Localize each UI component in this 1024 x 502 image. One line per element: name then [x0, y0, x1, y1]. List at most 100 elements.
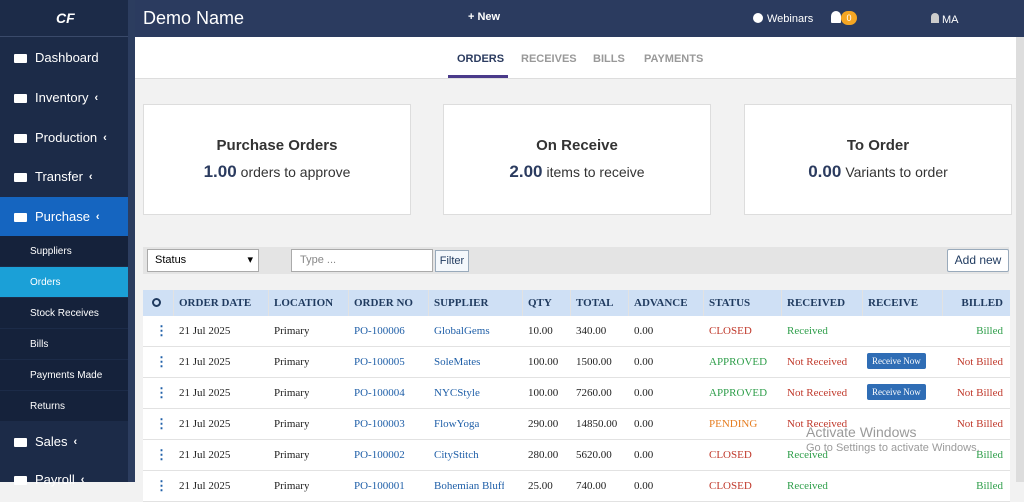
- tab[interactable]: PAYMENTS: [644, 53, 704, 65]
- cell-billed: Not Billed: [956, 418, 1003, 430]
- table-header: [143, 290, 1010, 316]
- cell-received: Not Received: [787, 356, 848, 368]
- menu-icon: [14, 437, 27, 447]
- row-menu[interactable]: ⋮: [155, 354, 168, 369]
- cell-date: 21 Jul 2025: [179, 325, 231, 337]
- cell-advance: 0.00: [634, 418, 654, 430]
- cell-order-no[interactable]: PO-100005: [354, 356, 405, 368]
- webinars-link[interactable]: Webinars: [753, 13, 813, 25]
- menu-item[interactable]: Transfer ‹: [0, 157, 128, 196]
- row-menu[interactable]: ⋮: [155, 447, 168, 462]
- logo: CF: [56, 10, 75, 26]
- receive-now-button[interactable]: Receive Now: [867, 384, 926, 400]
- row-menu[interactable]: ⋮: [155, 323, 168, 338]
- menu-label: Inventory: [35, 90, 89, 105]
- icon-shape: [14, 212, 27, 222]
- cell-date: 21 Jul 2025: [179, 418, 231, 430]
- menu-icon: [14, 53, 27, 63]
- cell-billed: Not Billed: [956, 356, 1003, 368]
- menu-icon: [14, 133, 27, 143]
- cell-total: 7260.00: [576, 387, 612, 399]
- new-button[interactable]: + New: [468, 11, 500, 23]
- cell-supplier[interactable]: GlobalGems: [434, 325, 490, 337]
- active-tab-underline: [448, 75, 508, 78]
- menu-icon: [14, 475, 27, 485]
- cell-location: Primary: [274, 418, 310, 430]
- divider: [0, 36, 128, 37]
- card-metric: 0.00 Variants to order: [745, 162, 1011, 182]
- row-menu[interactable]: ⋮: [155, 416, 168, 431]
- user-menu[interactable]: MA: [931, 13, 959, 26]
- column-header: TOTAL: [576, 297, 614, 309]
- menu-item[interactable]: Dashboard: [0, 38, 128, 77]
- menu-label: Transfer: [35, 169, 83, 184]
- cell-supplier[interactable]: NYCStyle: [434, 387, 480, 399]
- cell-date: 21 Jul 2025: [179, 449, 231, 461]
- app-title: Demo Name: [143, 8, 245, 28]
- user-label: MA: [942, 14, 959, 26]
- filter-button[interactable]: Filter: [435, 250, 469, 272]
- menu-item[interactable]: Production ‹: [0, 118, 128, 157]
- row-menu[interactable]: ⋮: [155, 478, 168, 493]
- menu-label: Purchase: [35, 209, 90, 224]
- submenu-item[interactable]: Bills: [0, 329, 128, 359]
- column-header: SUPPLIER: [434, 297, 489, 309]
- cell-status: APPROVED: [709, 356, 768, 368]
- tab[interactable]: ORDERS: [457, 53, 505, 65]
- menu-item[interactable]: Sales ‹: [0, 422, 128, 461]
- cell-status: CLOSED: [709, 325, 752, 337]
- submenu-item[interactable]: Stock Receives: [0, 298, 128, 328]
- card-title: Purchase Orders: [216, 137, 338, 154]
- cell-qty: 280.00: [528, 449, 559, 461]
- cell-order-no[interactable]: PO-100002: [354, 449, 405, 461]
- card-title: To Order: [846, 137, 910, 154]
- settings-icon[interactable]: [152, 298, 161, 307]
- search-input[interactable]: Type ...: [291, 249, 433, 272]
- watermark-title: Activate Windows: [806, 424, 917, 440]
- card-text: Variants to order: [845, 164, 948, 180]
- cell-received: Received: [787, 449, 828, 461]
- cell-total: 1500.00: [576, 356, 612, 368]
- notification-badge: 0: [841, 11, 857, 25]
- cell-order-no[interactable]: PO-100004: [354, 387, 405, 399]
- cell-supplier[interactable]: CityStitch: [434, 449, 479, 461]
- tab[interactable]: BILLS: [593, 53, 625, 65]
- help-icon: [753, 13, 763, 23]
- cell-order-no[interactable]: PO-100003: [354, 418, 405, 430]
- chevron: ‹: [103, 131, 107, 144]
- submenu-item[interactable]: Orders: [0, 267, 128, 297]
- cell-supplier[interactable]: FlowYoga: [434, 418, 480, 430]
- new-label: New: [477, 11, 501, 23]
- card-value: 1.00: [203, 162, 237, 181]
- card-text: orders to approve: [240, 164, 351, 180]
- submenu-item[interactable]: Payments Made: [0, 360, 128, 390]
- cell-order-no[interactable]: PO-100006: [354, 325, 405, 337]
- column-header: ORDER NO: [354, 297, 413, 309]
- submenu-item[interactable]: Returns: [0, 391, 128, 421]
- tab[interactable]: RECEIVES: [521, 53, 577, 65]
- row-menu[interactable]: ⋮: [155, 385, 168, 400]
- menu-item[interactable]: Purchase ‹: [0, 197, 128, 236]
- submenu-item[interactable]: Suppliers: [0, 236, 128, 266]
- menu-item[interactable]: Payroll ‹: [0, 460, 128, 499]
- status-select[interactable]: Status ▾: [147, 249, 259, 272]
- card-text: items to receive: [546, 164, 645, 180]
- menu-icon: [14, 212, 27, 222]
- status-label: Status: [155, 254, 187, 266]
- menu-item[interactable]: Inventory ‹: [0, 78, 128, 117]
- cell-qty: 100.00: [528, 387, 559, 399]
- summary-card: To Order 0.00 Variants to order: [744, 104, 1012, 215]
- scrollbar: [1016, 37, 1024, 482]
- webinars-label: Webinars: [767, 13, 814, 25]
- bell-icon[interactable]: [831, 11, 841, 23]
- row-background: [143, 378, 1010, 409]
- cell-status: APPROVED: [709, 387, 768, 399]
- cell-received: Not Received: [787, 418, 848, 430]
- column-header: ORDER DATE: [179, 297, 252, 309]
- cell-location: Primary: [274, 356, 310, 368]
- cell-supplier[interactable]: SoleMates: [434, 356, 481, 368]
- add-new-button[interactable]: Add new: [947, 249, 1009, 272]
- receive-now-button[interactable]: Receive Now: [867, 353, 926, 369]
- icon-shape: [14, 133, 27, 143]
